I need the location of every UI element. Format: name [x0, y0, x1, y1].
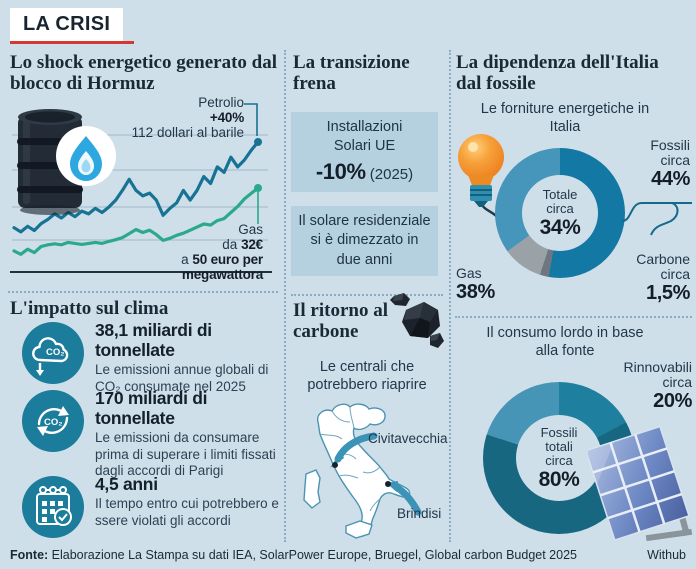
plant-label-civitavecchia: Civitavecchia [368, 431, 448, 446]
climate-item-desc: Le emissioni annue globali di CO₂ consum… [95, 362, 269, 394]
credit: Withub [647, 548, 686, 562]
divider-horizontal-right [455, 316, 692, 318]
section-heading-climate: L'impatto sul clima [10, 298, 169, 319]
climate-item-icon-wrap: CO₂ [22, 390, 84, 452]
plant-dot-brindisi [385, 481, 391, 487]
divider-horizontal-middle [291, 294, 443, 296]
solar-change-value: -10% [315, 158, 366, 184]
gas-annotation: Gas da 32€ a 50 euro per megawattora [103, 222, 263, 282]
donut-center-line: totali [545, 438, 573, 454]
oil-label-connector [244, 103, 258, 136]
section-heading-transition: La transizione frena [293, 52, 410, 95]
consumption-subtitle: Il consumo lordo in base alla fonte [486, 325, 644, 360]
gas-to-value: 50 euro per megawattora [181, 252, 263, 282]
coal-lumps-icon [390, 293, 444, 348]
oil-gas-line-chart [10, 103, 272, 273]
label-gas: Gas 38% [456, 265, 526, 304]
climate-item-icon-wrap: CO₂ [22, 322, 84, 384]
climate-item-value: 170 miliardi di tonnellate [95, 388, 208, 428]
plant-label-brindisi: Brindisi [397, 506, 442, 521]
donut-center-value: 34% [539, 215, 581, 239]
plant-dot-civitavecchia [332, 462, 338, 468]
consumption-donut-center: Fossili totali circa 80% [516, 415, 602, 501]
divider-vertical-left [284, 50, 286, 542]
source-note: Fonte: Elaborazione La Stampa su dati IE… [10, 548, 610, 562]
source-label: Fonte: [10, 548, 49, 562]
label-line: circa [660, 152, 690, 168]
label-line: Fossili [650, 137, 690, 153]
climate-item-icon-wrap [22, 476, 84, 538]
box-line1: Installazioni [326, 119, 403, 136]
gas-label: Gas [238, 222, 263, 237]
label-line: circa [660, 266, 690, 282]
label-line: Gas [456, 265, 482, 281]
co2-cycle-icon: CO₂ [37, 406, 69, 436]
donut-center-line: circa [545, 452, 573, 468]
climate-item-desc: Il tempo entro cui potrebbero e ssere vi… [95, 496, 279, 528]
supplies-donut-chart: Totale circa 34% [495, 148, 625, 278]
oil-line-end-dot [254, 138, 262, 146]
climate-item: 170 miliardi di tonnellate Le emissioni … [95, 388, 287, 480]
calendar-icon [36, 486, 72, 526]
oil-barrel-icon [17, 109, 116, 215]
label-value: 1,5% [646, 282, 690, 304]
oil-change: +40% [209, 110, 244, 125]
climate-item: 38,1 miliardi di tonnellate Le emissioni… [95, 320, 287, 395]
climate-item-value: 4,5 anni [95, 474, 158, 494]
climate-item-value: 38,1 miliardi di tonnellate [95, 320, 212, 360]
italy-mainland [317, 403, 411, 537]
region-borders [319, 406, 381, 512]
gas-price-line [12, 186, 260, 256]
label-line: Carbone [636, 251, 690, 267]
svg-text:CO₂: CO₂ [46, 347, 64, 358]
source-text: Elaborazione La Stampa su dati IEA, Sola… [48, 548, 577, 562]
divider-horizontal-left [8, 291, 278, 293]
supplies-donut-center: Totale circa 34% [522, 175, 598, 251]
label-rinnovabili: Rinnovabili circa 20% [598, 359, 693, 413]
donut-center-line: circa [546, 200, 574, 216]
label-line: circa [662, 374, 692, 390]
climate-item-desc: Le emissioni da consumare prima di super… [95, 430, 276, 479]
donut-center-line: Fossili [540, 424, 578, 440]
solar-panel-icon [588, 425, 693, 542]
section-heading-energy-shock: Lo shock energetico generato dal blocco … [10, 52, 278, 95]
gas-from-prefix: da [222, 237, 242, 252]
svg-text:CO₂: CO₂ [44, 417, 62, 428]
page-title: LA CRISI [10, 8, 124, 42]
italy-map [303, 403, 422, 539]
coal-subtitle: Le centrali che potrebbero riaprire [307, 359, 427, 394]
label-fossili: Fossili circa 44% [600, 137, 690, 191]
supplies-subtitle: Le forniture energetiche in Italia [480, 101, 650, 136]
divider-vertical-right [449, 50, 451, 542]
climate-item: 4,5 anni Il tempo entro cui potrebbero e… [95, 474, 287, 529]
box-line2: Solari UE [333, 138, 396, 155]
solar-change-year: (2025) [365, 165, 414, 183]
co2-cloud-icon: CO₂ [32, 337, 69, 376]
residential-solar-box: Il solare residenziale si è dimezzato in… [291, 206, 438, 276]
oil-label: Petrolio [198, 95, 244, 110]
label-value: 20% [653, 390, 692, 412]
oil-price: 112 dollari al barile [131, 125, 244, 140]
oil-annotation: Petrolio +40% 112 dollari al barile [130, 95, 245, 140]
label-line: Rinnovabili [623, 359, 692, 375]
donut-center-value: 80% [538, 467, 580, 491]
carbone-connector [621, 202, 692, 236]
gas-line-end-dot [254, 184, 262, 192]
solar-installations-box: Installazioni Solari UE -10% (2025) [291, 112, 438, 192]
arrow-brindisi [392, 483, 422, 516]
section-heading-dependence: La dipendenza dell'Italia dal fossile [456, 52, 659, 95]
gas-from-value: 32€ [241, 237, 263, 252]
label-value: 44% [651, 168, 690, 190]
section-heading-coal: Il ritorno al carbone [293, 300, 388, 343]
label-value: 38% [456, 281, 495, 303]
title-underline [10, 41, 134, 44]
label-carbone: Carbone circa 1,5% [595, 251, 690, 305]
lightbulb-icon [458, 134, 504, 223]
gas-to-prefix: a [181, 252, 193, 267]
sardinia [303, 469, 321, 509]
sicily [345, 520, 373, 539]
donut-center-line: Totale [542, 186, 578, 202]
